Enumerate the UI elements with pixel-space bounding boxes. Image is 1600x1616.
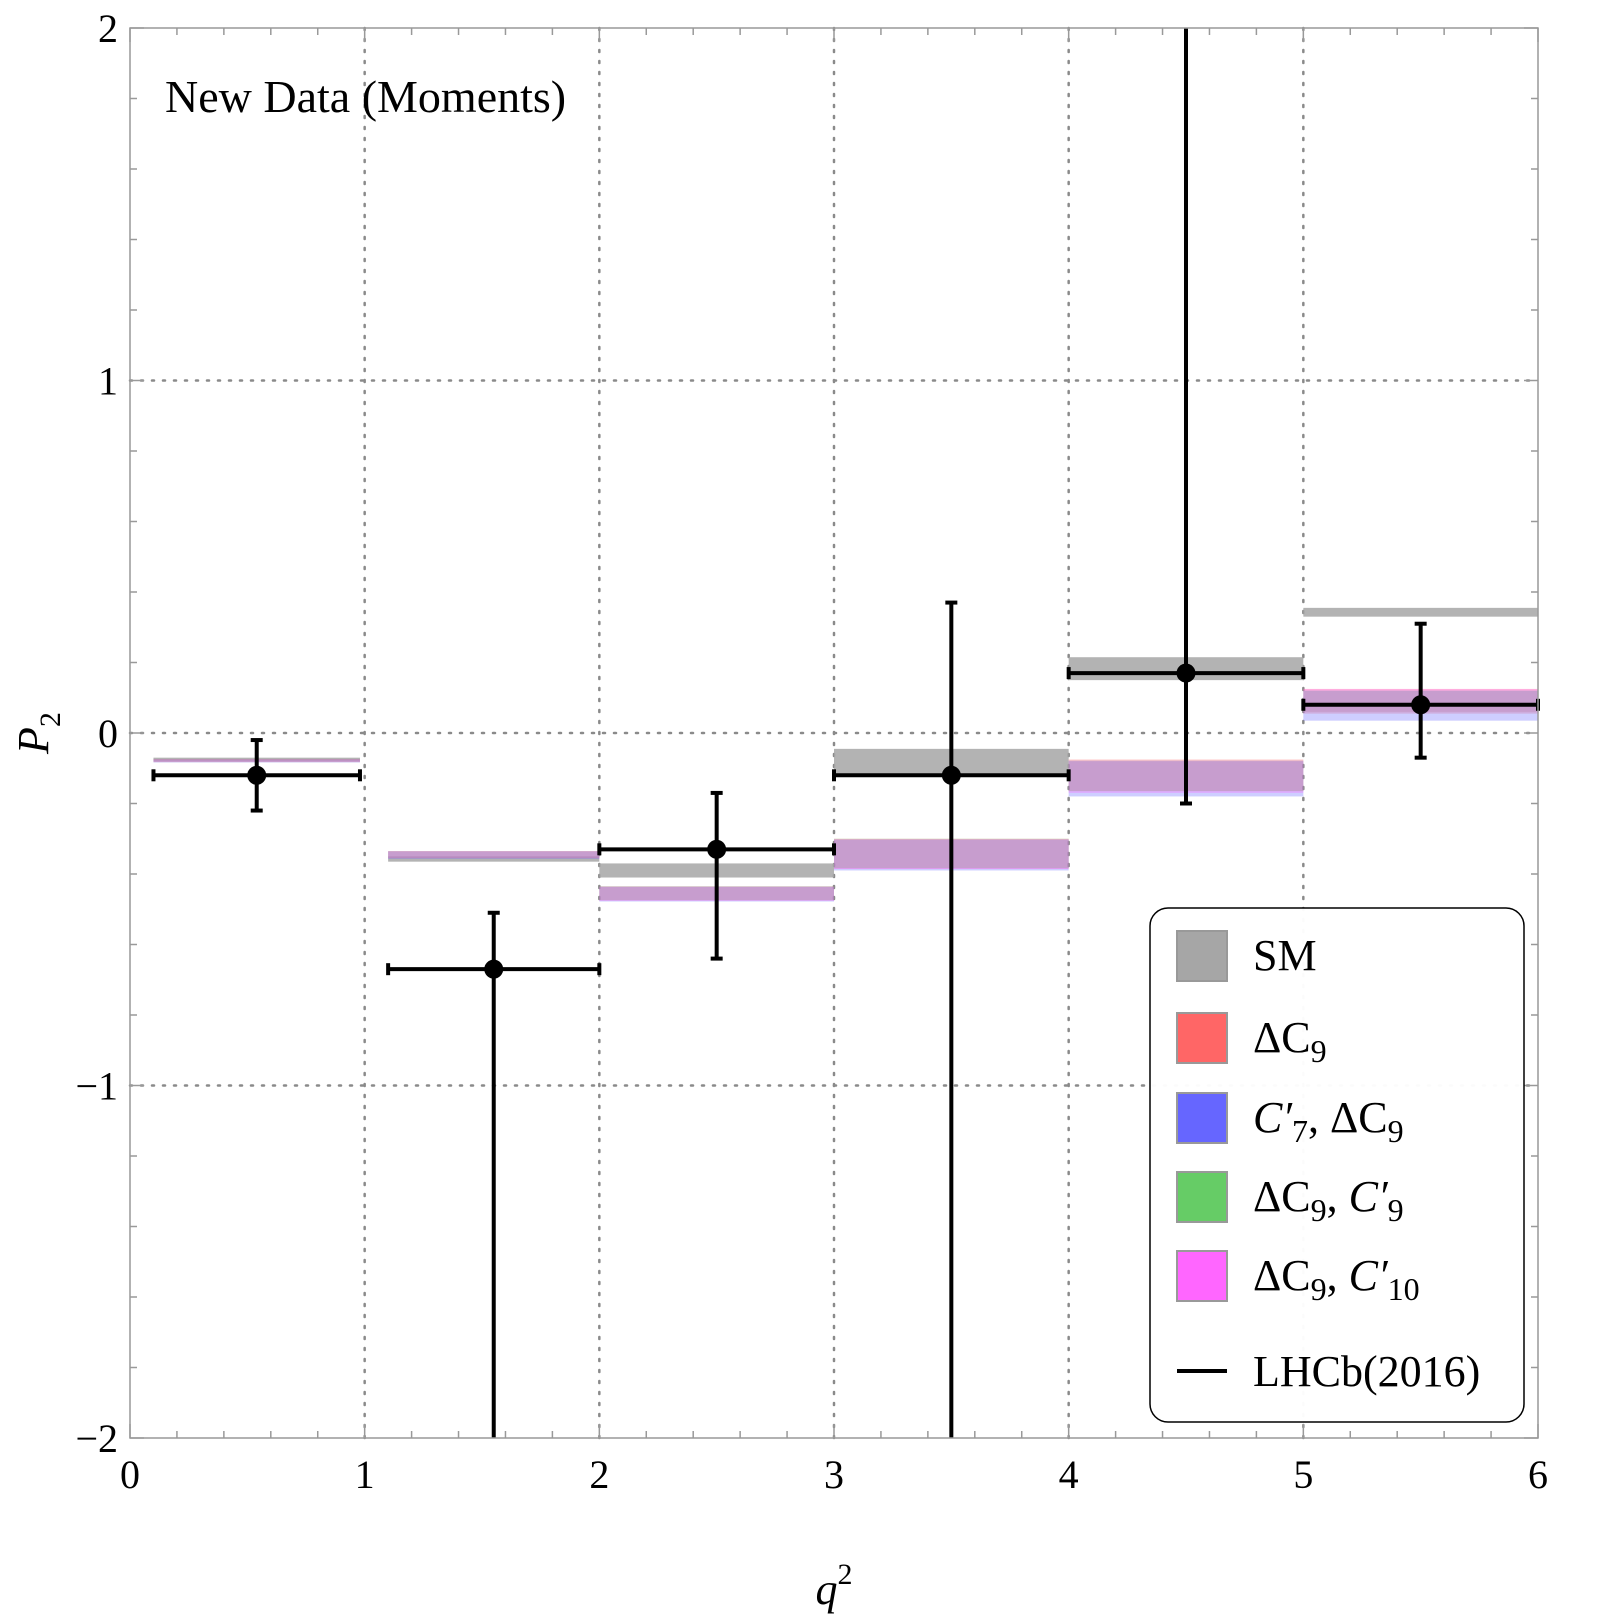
legend-entry: LHCb(2016) [1177,1347,1480,1396]
legend-box [1149,907,1525,1423]
legend-entry: ΔC9 [1176,1012,1327,1069]
x-tick-label: 0 [120,1452,140,1497]
legend-swatch [1176,1012,1228,1064]
band-bin [388,851,600,859]
legend-swatch [1176,1250,1228,1302]
x-tick-label: 5 [1293,1452,1313,1497]
y-axis-title-subscript: 2 [34,712,67,727]
x-tick-label: 3 [824,1452,844,1497]
data-marker [1411,695,1431,715]
data-marker [707,839,727,859]
data-point [832,600,1071,1438]
x-tick-label: 2 [589,1452,609,1497]
legend-entry: ΔC9, C′10 [1176,1250,1420,1307]
y-axis-title: P2 [9,712,67,755]
legend-label: C′7, ΔC9 [1253,1093,1404,1149]
y-tick-label: 2 [98,6,118,51]
x-tick-label: 6 [1528,1452,1548,1497]
legend-label: ΔC9, C′10 [1253,1251,1420,1307]
data-point [597,790,836,961]
gridlines [128,26,1540,1440]
data-point [151,738,362,813]
x-tick-label: 4 [1059,1452,1079,1497]
x-axis-title-superscript: 2 [838,1558,853,1591]
y-tick-label: −1 [75,1064,118,1109]
x-axis-title: q2 [816,1558,853,1614]
legend-label: ΔC9, C′9 [1253,1172,1404,1228]
chart-annotation: New Data (Moments) [165,71,566,122]
lhcb-data-points [151,28,1540,1438]
data-marker [247,765,267,785]
y-tick-label: 0 [98,711,118,756]
legend-entry: ΔC9, C′9 [1176,1171,1404,1228]
legend-entry: SM [1176,930,1317,982]
x-axis-title-base: q [816,1565,838,1614]
band-bin [388,851,600,859]
data-marker [484,959,504,979]
legend-label: SM [1253,931,1317,980]
legend-swatch [1176,1092,1228,1144]
y-axis-title-base: P [9,727,58,755]
data-point [1301,621,1540,760]
data-point [1066,28,1306,806]
data-marker [1176,663,1196,683]
band-bin [388,856,600,862]
axis-ticks [129,27,1539,1439]
x-tick-label: 1 [355,1452,375,1497]
legend-swatch [1176,930,1228,982]
legend-label: ΔC9 [1253,1013,1327,1069]
legend-label: LHCb(2016) [1253,1347,1480,1396]
tick-labels: 0 1 2 3 4 5 6 −2 −1 0 1 2 [75,6,1548,1497]
y-tick-label: 1 [98,359,118,404]
band-bin [388,851,600,858]
legend-swatch [1176,1171,1228,1223]
y-tick-label: −2 [75,1416,118,1461]
band-bin [388,851,600,859]
data-point [386,910,602,1438]
legend-entry: C′7, ΔC9 [1176,1092,1404,1149]
band-bin [1303,607,1538,617]
legend: SM ΔC9 C′7, ΔC9 ΔC9, C′9 ΔC9, C′10 LHCb(2016) [1149,907,1525,1423]
data-marker [941,765,961,785]
